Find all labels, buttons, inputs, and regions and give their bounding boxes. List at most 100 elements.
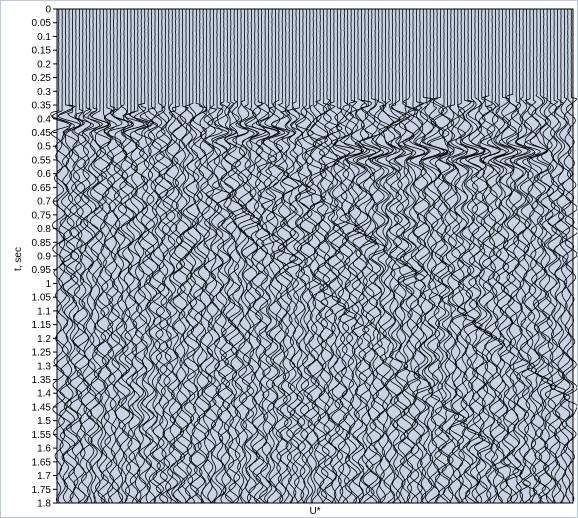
seismic-trace — [103, 8, 118, 504]
seismic-trace — [505, 8, 523, 504]
seismic-trace — [468, 9, 491, 504]
seismic-trace — [422, 8, 449, 504]
y-tick-label: 1.6 — [37, 444, 51, 455]
seismic-trace — [129, 8, 153, 504]
y-tick-label: 0.4 — [37, 114, 51, 125]
y-tick-label: 0.3 — [37, 87, 51, 98]
seismic-trace — [99, 8, 114, 504]
seismic-trace — [91, 8, 112, 504]
seismic-trace — [214, 8, 237, 504]
seismic-trace — [515, 9, 541, 504]
seismic-trace — [402, 8, 426, 504]
seismic-trace — [117, 8, 131, 504]
seismic-trace — [111, 9, 135, 504]
y-tick-label: 1.75 — [32, 485, 52, 496]
y-tick-label: 0.55 — [32, 155, 52, 166]
seismic-trace — [89, 9, 110, 504]
seismic-trace — [168, 9, 183, 504]
seismic-trace — [79, 8, 93, 504]
y-tick-label: 0.75 — [32, 210, 52, 221]
y-tick-label: 0.65 — [32, 183, 52, 194]
seismic-trace — [277, 8, 297, 504]
seismic-trace — [270, 8, 290, 504]
seismic-trace — [393, 9, 415, 504]
seismic-trace — [495, 8, 516, 504]
seismic-trace — [540, 8, 554, 504]
seismic-trace — [549, 8, 566, 504]
seismic-trace — [155, 9, 169, 504]
y-tick-label: 1.55 — [32, 430, 52, 441]
y-tick-label: 1.05 — [32, 293, 52, 304]
seismic-trace — [124, 8, 148, 504]
seismic-trace — [318, 8, 340, 504]
seismic-trace — [332, 8, 351, 504]
y-tick-label: 0.8 — [37, 224, 51, 235]
y-tick-label: 1.8 — [37, 499, 51, 510]
seismic-trace — [284, 9, 304, 504]
seismic-trace — [175, 8, 190, 504]
y-axis: 0 0.05 0.1 0.15 0.2 0.25 0.3 0.35 0.4 0.45 0.5 0.55… — [32, 5, 57, 510]
y-tick-label: 1.2 — [37, 334, 51, 345]
seismic-trace — [305, 8, 326, 504]
seismic-trace — [528, 8, 548, 504]
seismic-trace — [144, 9, 159, 504]
y-tick-label: 1.45 — [32, 402, 52, 413]
seismic-trace — [385, 8, 401, 504]
seismic-trace — [459, 8, 479, 504]
seismic-trace — [262, 9, 285, 504]
seismic-trace — [419, 8, 445, 504]
seismic-trace — [147, 8, 163, 504]
seismic-trace — [490, 9, 510, 504]
seismic-trace — [397, 8, 419, 504]
seismic-trace — [447, 8, 468, 504]
seismic-trace — [352, 8, 373, 504]
seismic-trace — [330, 8, 347, 504]
y-tick-label: 1.65 — [32, 457, 52, 468]
seismic-trace — [74, 8, 94, 504]
y-tick-label: 0.05 — [32, 18, 52, 29]
seismic-trace — [465, 8, 487, 504]
seismic-trace — [50, 8, 72, 504]
y-tick-label: 1.35 — [32, 375, 52, 386]
seismic-trace — [62, 8, 85, 504]
y-axis-title: t, sec — [13, 247, 24, 271]
seismic-trace — [415, 8, 434, 504]
seismic-trace — [249, 9, 267, 504]
seismic-trace — [158, 8, 173, 504]
seismic-trace — [481, 9, 504, 504]
seismic-trace — [312, 8, 330, 503]
y-tick-label: 0.85 — [32, 238, 52, 249]
seismic-trace — [303, 8, 317, 504]
seismic-trace — [330, 8, 364, 504]
seismic-trace — [437, 8, 451, 504]
seismic-trace — [522, 8, 538, 504]
y-tick-label: 0.1 — [37, 32, 51, 43]
seismic-trace — [493, 8, 515, 504]
seismic-trace — [390, 9, 411, 504]
y-tick-label: 1.1 — [37, 306, 51, 317]
seismic-trace — [134, 8, 154, 504]
seismic-trace — [367, 8, 386, 504]
y-tick-label: 0.45 — [32, 128, 52, 139]
x-axis-title: U* — [309, 506, 320, 517]
y-tick-label: 0.9 — [37, 252, 51, 263]
seismic-trace — [299, 8, 317, 504]
seismic-trace — [105, 8, 133, 504]
seismic-trace — [315, 8, 334, 504]
seismic-trace — [182, 8, 197, 504]
y-tick-label: 1.5 — [37, 416, 51, 427]
trace-group — [50, 8, 577, 504]
seismic-trace — [509, 8, 529, 504]
seismic-trace — [94, 8, 112, 504]
y-tick-label: 0.2 — [37, 59, 51, 70]
seismic-trace — [547, 8, 567, 504]
seismic-trace — [103, 8, 123, 504]
y-tick-label: 1 — [45, 279, 51, 290]
seismic-trace — [196, 8, 210, 504]
seismic-trace — [189, 8, 204, 504]
seismic-trace — [415, 8, 441, 504]
y-tick-label: 0.95 — [32, 265, 52, 276]
seismic-trace — [474, 8, 493, 504]
seismic-trace — [371, 8, 394, 504]
